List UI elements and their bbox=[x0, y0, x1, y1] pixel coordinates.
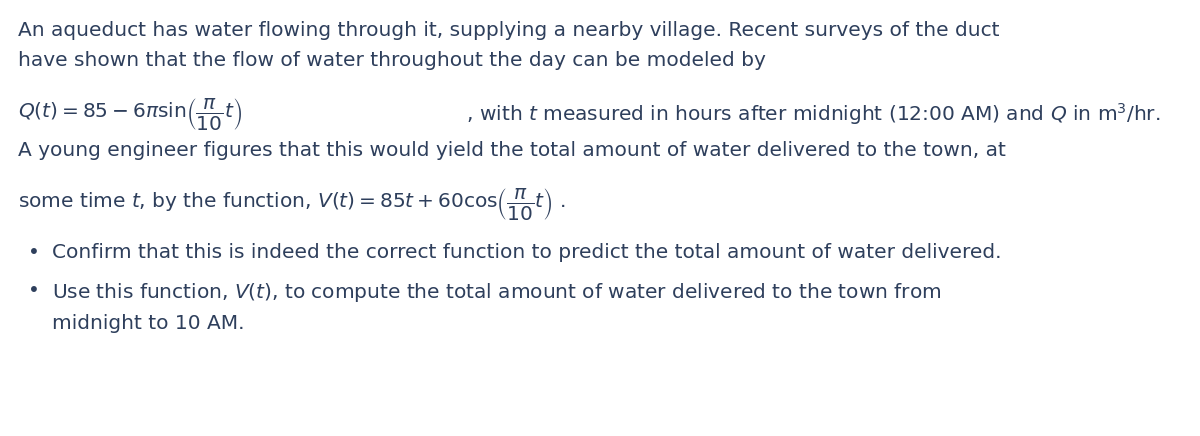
Text: A young engineer figures that this would yield the total amount of water deliver: A young engineer figures that this would… bbox=[18, 141, 1006, 160]
Text: An aqueduct has water flowing through it, supplying a nearby village. Recent sur: An aqueduct has water flowing through it… bbox=[18, 21, 1000, 40]
Text: Confirm that this is indeed the correct function to predict the total amount of : Confirm that this is indeed the correct … bbox=[52, 243, 1002, 262]
Text: •: • bbox=[28, 243, 40, 262]
Text: midnight to 10 AM.: midnight to 10 AM. bbox=[52, 314, 245, 333]
Text: $Q(t) = 85 - 6\pi \sin\!\left(\dfrac{\pi}{10}t\right)$: $Q(t) = 85 - 6\pi \sin\!\left(\dfrac{\pi… bbox=[18, 96, 242, 132]
Text: have shown that the flow of water throughout the day can be modeled by: have shown that the flow of water throug… bbox=[18, 51, 766, 70]
Text: Use this function, $V(t)$, to compute the total amount of water delivered to the: Use this function, $V(t)$, to compute th… bbox=[52, 281, 942, 304]
Text: some time $t$, by the function, $V(t) = 85t + 60\cos\!\left(\dfrac{\pi}{10}t\rig: some time $t$, by the function, $V(t) = … bbox=[18, 186, 565, 222]
Text: •: • bbox=[28, 281, 40, 300]
Text: , with $t$ measured in hours after midnight (12:00 AM) and $Q$ in m$^3$/hr.: , with $t$ measured in hours after midni… bbox=[460, 101, 1160, 127]
